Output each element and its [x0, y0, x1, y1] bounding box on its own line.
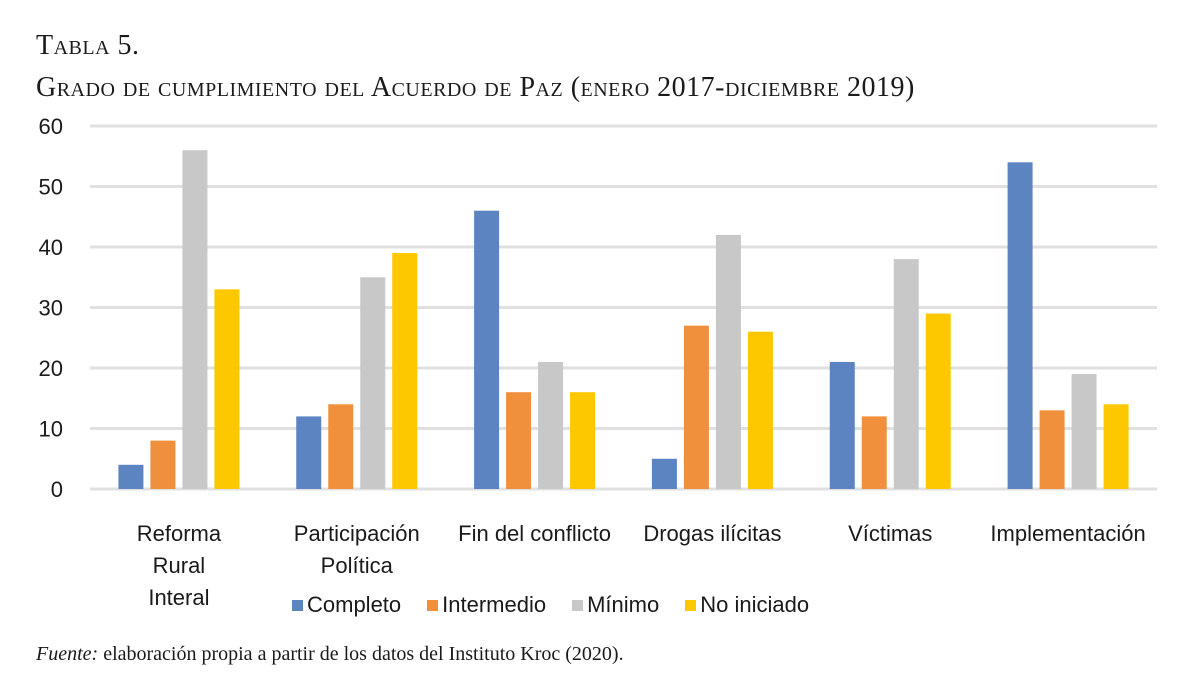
x-category-label: Implementación [990, 521, 1145, 546]
x-category-label: Reforma [137, 521, 222, 546]
chart-title: Grado de cumplimiento del Acuerdo de Paz… [36, 72, 915, 103]
bar-no-iniciado [570, 392, 596, 489]
legend-label: No iniciado [700, 592, 810, 617]
bar-intermedio [683, 325, 709, 489]
bar-no-iniciado [925, 313, 951, 489]
bar-completo [651, 458, 677, 489]
legend-swatch [427, 599, 439, 611]
bar-mínimo [182, 150, 208, 489]
y-tick-label: 30 [39, 296, 63, 321]
bar-intermedio [150, 440, 176, 489]
legend-item: Intermedio [427, 592, 546, 618]
bar-mínimo [538, 361, 564, 489]
legend-label: Mínimo [587, 592, 660, 617]
bar-mínimo [1071, 374, 1097, 489]
y-tick-label: 10 [39, 417, 63, 442]
legend-label: Intermedio [442, 592, 547, 617]
bar-completo [1007, 162, 1033, 490]
table-label: Tabla 5. [36, 30, 140, 61]
bar-intermedio [328, 404, 354, 489]
bar-mínimo [715, 234, 741, 489]
bar-completo [829, 361, 855, 489]
x-category-label: Fin del conflicto [458, 521, 611, 546]
y-tick-label: 40 [39, 235, 63, 260]
legend-swatch [572, 599, 584, 611]
y-tick-label: 20 [39, 356, 63, 381]
x-category-label: Interal [148, 585, 209, 610]
legend-swatch [292, 599, 303, 611]
x-category-label: Política [321, 553, 394, 578]
bar-no-iniciado [747, 331, 773, 489]
y-tick-label: 60 [39, 114, 63, 139]
legend-label: Completo [307, 592, 402, 617]
chart-legend: Completo Intermedio Mínimo No iniciado [292, 592, 809, 618]
source-prefix: Fuente: [36, 643, 99, 665]
bar-no-iniciado [392, 253, 418, 489]
bar-mínimo [360, 277, 386, 489]
y-tick-label: 0 [51, 477, 63, 502]
bar-intermedio [861, 416, 887, 489]
bar-intermedio [506, 392, 532, 489]
x-category-label: Víctimas [848, 521, 932, 546]
legend-swatch [685, 599, 697, 611]
y-tick-label: 50 [39, 175, 63, 200]
bar-no-iniciado [214, 289, 240, 489]
legend-item: No iniciado [685, 592, 809, 618]
bar-intermedio [1039, 410, 1065, 489]
bar-mínimo [893, 259, 919, 489]
source-note: Fuente: elaboración propia a partir de l… [36, 643, 624, 666]
x-category-label: Drogas ilícitas [643, 521, 781, 546]
bar-completo [296, 416, 322, 489]
bar-completo [474, 210, 500, 489]
x-category-label: Participación [294, 521, 420, 546]
x-category-label: Rural [153, 553, 206, 578]
legend-item: Completo [292, 592, 401, 618]
bar-completo [118, 464, 144, 489]
source-text: elaboración propia a partir de los datos… [98, 643, 624, 665]
bar-no-iniciado [1103, 404, 1129, 489]
legend-item: Mínimo [572, 592, 659, 618]
